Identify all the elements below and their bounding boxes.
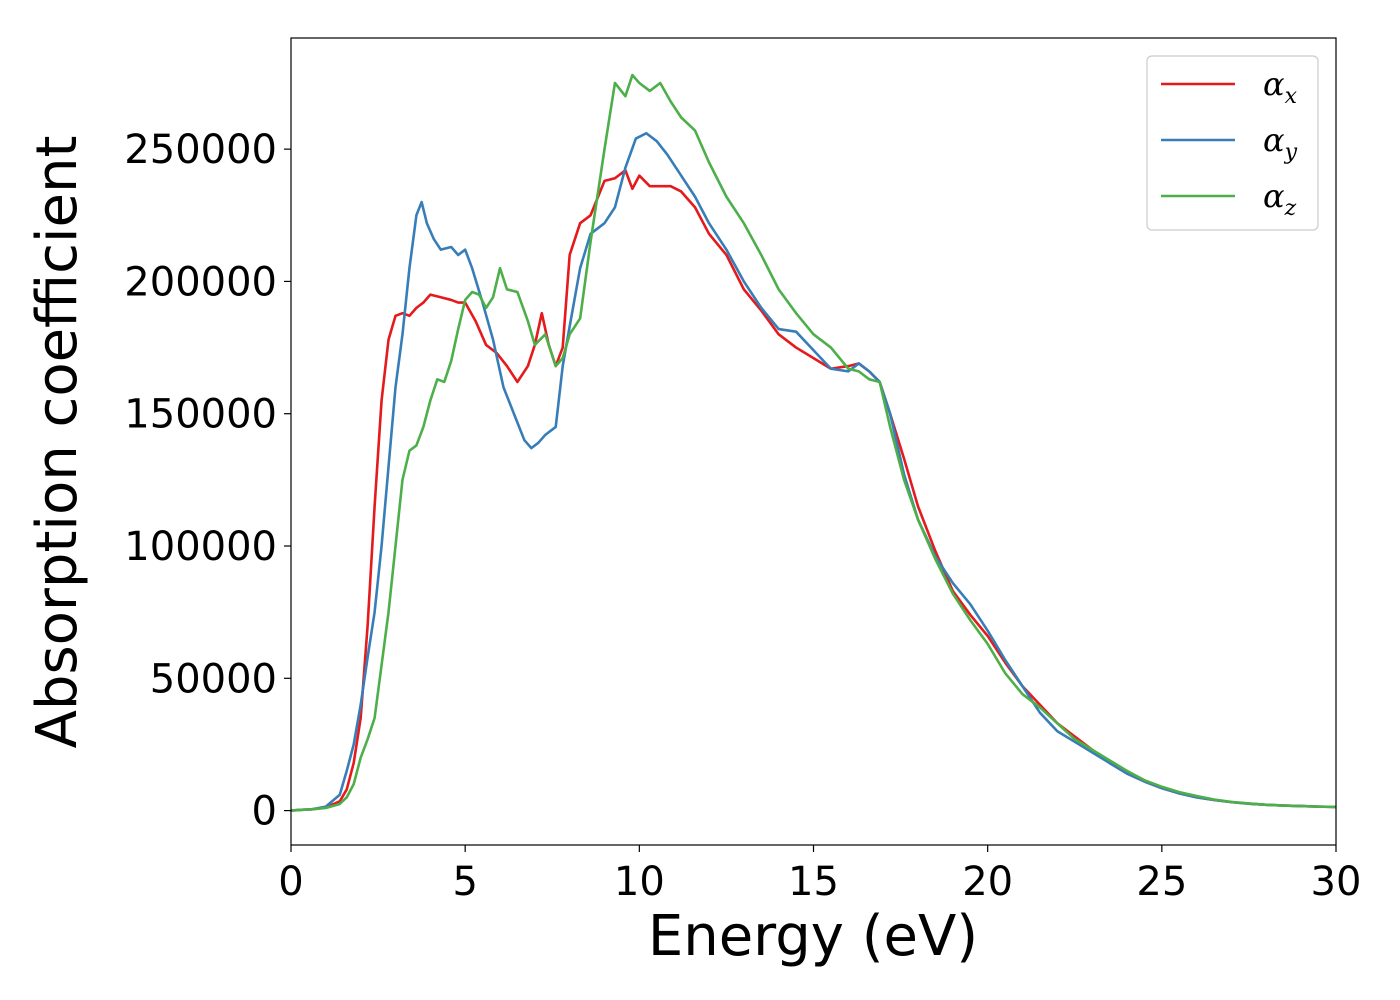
legend-box — [1146, 55, 1319, 231]
x-tick-label: 10 — [614, 859, 665, 905]
plot-area — [291, 73, 1336, 812]
x-axis-ticks: 0 5 10 15 20 25 30 — [278, 845, 1361, 905]
legend-label-y: αy — [1263, 121, 1298, 165]
y-axis-ticks: 0 50000 100000 150000 200000 250000 — [124, 127, 291, 835]
series-line-z — [291, 73, 1336, 812]
y-tick-label: 50000 — [150, 656, 277, 702]
y-tick-label: 100000 — [124, 524, 277, 570]
x-axis-label: Energy (eV) — [648, 904, 978, 969]
y-tick-label: 150000 — [124, 392, 277, 438]
legend-label-z: αz — [1263, 177, 1297, 221]
plot-frame — [290, 37, 1337, 846]
series-line-y — [291, 131, 1336, 812]
y-tick-label: 200000 — [124, 259, 277, 305]
x-tick-label: 25 — [1136, 859, 1187, 905]
legend: αx αy αz — [1146, 55, 1319, 231]
x-tick-label: 0 — [278, 859, 303, 905]
y-tick-label: 0 — [252, 789, 277, 835]
x-tick-label: 5 — [452, 859, 477, 905]
x-tick-label: 15 — [788, 859, 839, 905]
x-tick-label: 20 — [962, 859, 1013, 905]
legend-label-x: αx — [1263, 65, 1298, 109]
y-tick-label: 250000 — [124, 127, 277, 173]
x-tick-label: 30 — [1311, 859, 1362, 905]
y-axis-label: Absorption coefficient — [25, 136, 90, 749]
